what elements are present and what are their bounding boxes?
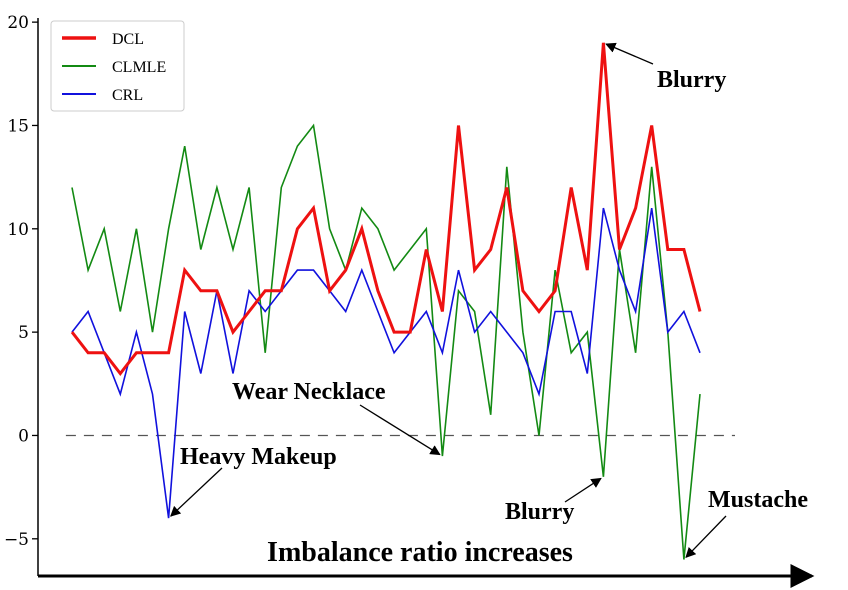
y-tick-label: 15 xyxy=(7,116,29,136)
annotation-arrow xyxy=(685,515,727,559)
series-line-clmle xyxy=(71,123,701,560)
legend-label-crl: CRL xyxy=(112,87,143,104)
series-lines xyxy=(70,42,702,560)
annotation-arrow xyxy=(359,404,441,456)
legend: DCL CLMLE CRL xyxy=(50,20,185,112)
annotation-blurry-top: Blurry xyxy=(605,42,726,93)
annotation-label: Blurry xyxy=(657,67,726,93)
annotation-label: Mustache xyxy=(708,487,808,513)
y-ticks: −5 0 5 10 15 20 xyxy=(4,13,38,550)
annotations: Blurry Heavy Makeup Wear Necklace Blurry… xyxy=(170,42,808,559)
annotation-label: Heavy Makeup xyxy=(180,444,337,470)
annotation-arrow xyxy=(170,467,223,517)
y-tick-label: 10 xyxy=(7,220,29,240)
annotation-arrow xyxy=(564,477,602,503)
y-tick-label: 20 xyxy=(7,13,29,33)
annotation-label: Blurry xyxy=(505,499,574,525)
y-tick-label: 5 xyxy=(18,323,29,343)
annotation-blurry-bottom: Blurry xyxy=(505,477,602,525)
annotation-wear-necklace: Wear Necklace xyxy=(232,379,441,456)
legend-box xyxy=(50,20,185,112)
annotation-mustache: Mustache xyxy=(685,487,808,559)
annotation-heavy-makeup: Heavy Makeup xyxy=(170,444,337,517)
series-line-dcl xyxy=(70,42,702,376)
y-tick-label: 0 xyxy=(18,426,29,446)
annotation-label: Wear Necklace xyxy=(232,379,386,405)
annotation-arrow xyxy=(605,42,654,65)
legend-label-dcl: DCL xyxy=(112,31,144,48)
x-axis-label: Imbalance ratio increases xyxy=(267,537,573,568)
series-line-crl xyxy=(71,207,701,519)
y-tick-label: −5 xyxy=(4,530,29,550)
legend-label-clmle: CLMLE xyxy=(112,59,166,76)
